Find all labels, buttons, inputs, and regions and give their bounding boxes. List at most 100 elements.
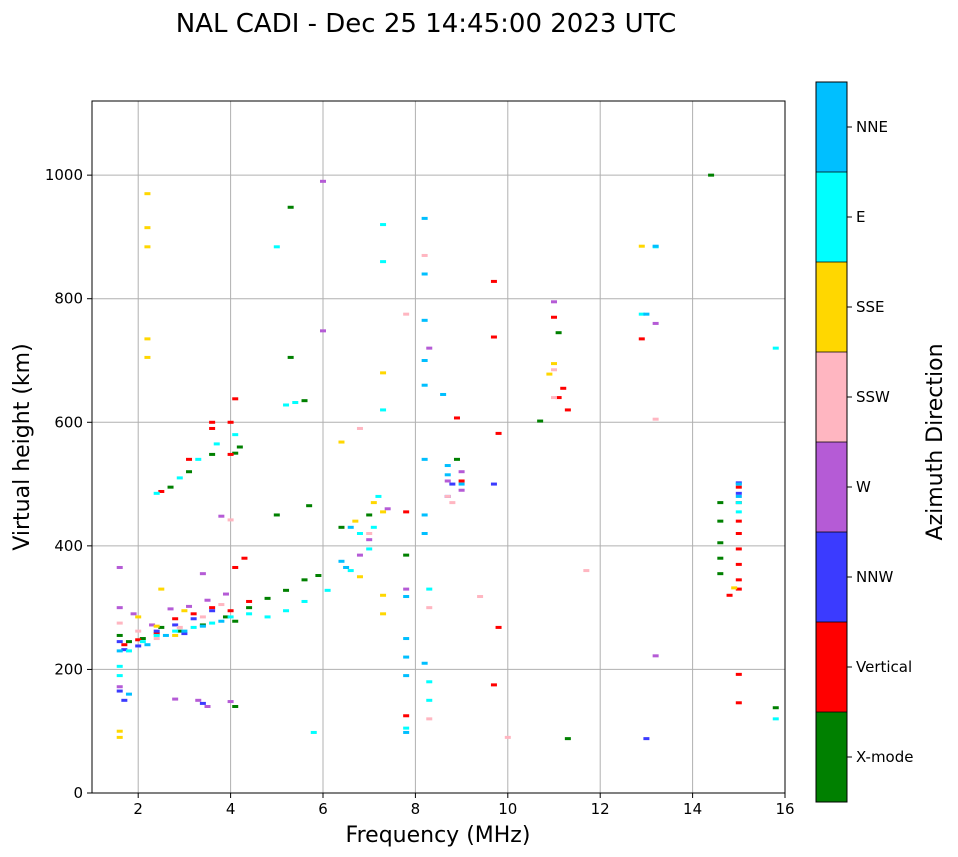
echo-point xyxy=(403,730,410,734)
echo-point xyxy=(227,420,234,424)
colorbar-swatch xyxy=(816,532,847,622)
echo-point xyxy=(356,575,363,579)
echo-point xyxy=(144,226,151,230)
echo-point xyxy=(735,547,742,551)
echo-point xyxy=(199,701,206,705)
echo-point xyxy=(144,337,151,341)
echo-point xyxy=(426,587,433,591)
echo-point xyxy=(380,260,387,264)
plot-frame xyxy=(91,100,786,794)
echo-point xyxy=(555,396,562,400)
echo-point xyxy=(380,371,387,375)
echo-point xyxy=(652,417,659,421)
echo-point xyxy=(652,244,659,248)
echo-point xyxy=(310,730,317,734)
echo-point xyxy=(116,689,123,693)
echo-point xyxy=(213,442,220,446)
echo-point xyxy=(218,619,225,623)
colorbar-frame xyxy=(815,81,848,803)
x-tick-label: 12 xyxy=(591,800,610,818)
colorbar-label-item: NNW xyxy=(856,568,893,586)
echo-point xyxy=(116,729,123,733)
echo-point xyxy=(139,640,146,644)
echo-point xyxy=(453,416,460,420)
echo-point xyxy=(209,609,216,613)
echo-point xyxy=(403,714,410,718)
echo-point xyxy=(232,619,239,623)
echo-point xyxy=(121,643,128,647)
echo-point xyxy=(320,329,326,333)
echo-point xyxy=(116,621,123,625)
echo-point xyxy=(352,519,359,523)
echo-point xyxy=(186,457,193,461)
echo-point xyxy=(551,368,557,372)
echo-point xyxy=(144,192,151,196)
echo-point xyxy=(375,494,382,498)
echo-point xyxy=(356,532,363,535)
echo-point xyxy=(232,451,239,455)
echo-point xyxy=(726,593,733,597)
echo-point xyxy=(125,649,132,653)
colorbar-swatch xyxy=(816,172,847,262)
echo-point xyxy=(195,698,202,702)
echo-point xyxy=(380,408,387,412)
echo-point xyxy=(772,346,779,350)
echo-point xyxy=(153,633,160,637)
colorbar-label-item: SSW xyxy=(856,388,890,406)
echo-point xyxy=(717,541,724,545)
colorbar-label-item: X-mode xyxy=(856,748,913,766)
echo-point xyxy=(283,609,290,613)
colorbar-label: Azimuth Direction xyxy=(923,343,948,540)
echo-point xyxy=(186,470,193,474)
echo-point xyxy=(735,672,742,676)
echo-point xyxy=(366,538,373,542)
echo-point xyxy=(477,595,484,599)
echo-point xyxy=(222,615,229,619)
echo-point xyxy=(204,705,211,708)
echo-point xyxy=(403,312,410,316)
echo-point xyxy=(158,587,165,591)
echo-point xyxy=(551,362,557,366)
echo-point xyxy=(370,525,377,529)
echo-point xyxy=(643,312,650,316)
echo-point xyxy=(551,300,557,304)
echo-point xyxy=(292,401,299,405)
echo-point xyxy=(176,625,183,629)
echo-point xyxy=(190,612,197,616)
echo-point xyxy=(421,272,428,276)
echo-point xyxy=(555,331,562,335)
echo-point xyxy=(347,525,354,529)
echo-point xyxy=(338,440,345,444)
echo-point xyxy=(421,457,428,461)
echo-point xyxy=(537,419,544,423)
echo-point xyxy=(172,617,179,621)
echo-point xyxy=(287,205,294,209)
echo-point xyxy=(273,245,280,249)
echo-point xyxy=(232,705,239,708)
colorbar-label-item: W xyxy=(856,478,871,496)
echo-point xyxy=(116,735,123,739)
grid-lines xyxy=(92,101,786,794)
colorbar-swatch xyxy=(816,442,847,532)
echo-point xyxy=(199,615,206,619)
echo-point xyxy=(560,386,567,390)
echo-point xyxy=(209,420,216,424)
echo-point xyxy=(227,518,234,522)
echo-point xyxy=(735,494,742,498)
echo-point xyxy=(426,698,433,702)
echo-point xyxy=(421,513,428,517)
colorbar-label-item: Vertical xyxy=(856,658,912,676)
echo-point xyxy=(717,556,724,560)
echo-point xyxy=(301,399,308,403)
echo-point xyxy=(708,173,715,177)
echo-point xyxy=(564,408,571,412)
echo-point xyxy=(490,482,497,486)
echo-point xyxy=(583,569,590,573)
echo-point xyxy=(384,507,391,511)
echo-point xyxy=(356,553,363,557)
y-tick-label: 800 xyxy=(54,290,83,308)
echo-point xyxy=(264,596,271,600)
echo-point xyxy=(181,629,188,633)
echo-point xyxy=(273,513,280,517)
series-nne xyxy=(116,216,742,734)
